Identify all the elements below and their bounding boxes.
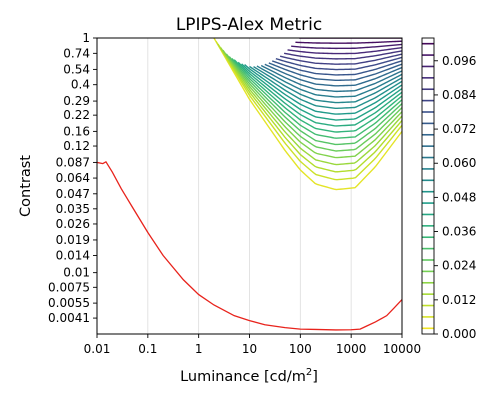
colorbar-tick-label: 0.084 (442, 88, 476, 102)
colorbar-tick-label: 0.096 (442, 54, 476, 68)
x-axis-title-suffix: ] (312, 369, 318, 385)
contour-line (295, 41, 402, 43)
colorbar-frame (422, 38, 434, 334)
y-tick-label: 0.01 (63, 266, 90, 280)
y-tick-label: 0.0075 (48, 280, 90, 294)
colorbar-tick-label: 0.000 (442, 327, 476, 341)
x-tick-label: 1000 (336, 342, 367, 356)
y-tick-label: 0.74 (63, 46, 90, 60)
y-tick-label: 0.12 (63, 139, 90, 153)
x-tick-label: 0.1 (138, 342, 157, 356)
x-axis-title: Luminance [cd/m2] (180, 367, 318, 385)
colorbar: 0.000 0.012 0.024 0.036 0.048 0.060 0.072 0.084… (422, 38, 476, 341)
y-tick-label: 0.047 (56, 187, 90, 201)
colorbar-tick-label: 0.024 (442, 259, 476, 273)
x-tick-label: 10 (242, 342, 257, 356)
y-tick-label: 0.0055 (48, 296, 90, 310)
y-tick-label: 0.16 (63, 124, 90, 138)
y-tick-label: 0.0041 (48, 311, 90, 325)
x-tick-label: 100 (289, 342, 312, 356)
y-axis: 10.74 0.54 0.4 0.290.22 0.160.12 0.087 0.064 0.… (48, 31, 97, 325)
y-tick-label: 1 (82, 31, 90, 45)
y-tick-label: 0.22 (63, 108, 90, 122)
y-tick-label: 0.29 (63, 94, 90, 108)
contour-line (291, 44, 402, 48)
y-tick-label: 0.087 (56, 155, 90, 169)
y-tick-label: 0.019 (56, 233, 90, 247)
x-tick-label: 1 (195, 342, 203, 356)
colorbar-tick-label: 0.072 (442, 122, 476, 136)
colorbar-tick-label: 0.048 (442, 190, 476, 204)
y-axis-title: Contrast (18, 155, 34, 217)
y-tick-label: 0.014 (56, 249, 90, 263)
plot-area: 0.01 0.1 1 10 100 1000 1000010.740.540.40.290.… (48, 31, 421, 356)
y-tick-label: 0.54 (63, 62, 90, 76)
colorbar-tick-label: 0.036 (442, 225, 476, 239)
x-tick-label: 0.01 (84, 342, 111, 356)
x-axis: 0.01 0.1 1 10 100 1000 10000 (84, 334, 421, 356)
y-tick-label: 0.026 (56, 217, 90, 231)
colorbar-tick-label: 0.012 (442, 293, 476, 307)
contour-line (269, 63, 402, 80)
colorbar-tick-label: 0.060 (442, 156, 476, 170)
contour-lines (214, 38, 402, 190)
x-tick-label: 10000 (383, 342, 421, 356)
x-axis-title-main: Luminance [cd/m (180, 369, 306, 385)
y-tick-label: 0.035 (56, 202, 90, 216)
y-tick-label: 0.4 (71, 78, 90, 92)
y-tick-label: 0.064 (56, 171, 90, 185)
chart-title: LPIPS-Alex Metric (176, 15, 322, 35)
